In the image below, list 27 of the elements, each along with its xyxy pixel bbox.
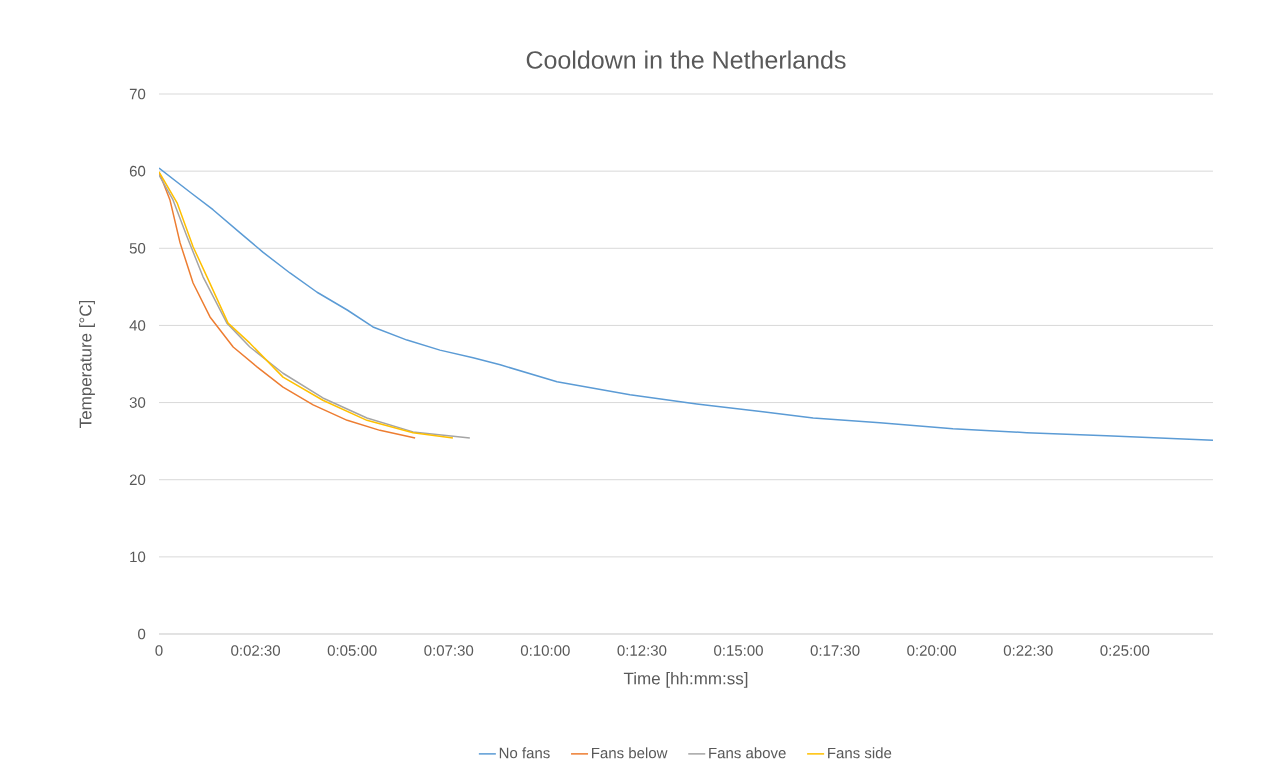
x-tick-label: 0:17:30 bbox=[810, 645, 860, 656]
x-tick-label: 0 bbox=[155, 645, 163, 656]
y-tick-label: 0 bbox=[138, 628, 146, 640]
x-axis-title: Time [hh:mm:ss] bbox=[623, 672, 748, 688]
x-tick-label: 0:12:30 bbox=[617, 645, 667, 656]
legend-label: Fans above bbox=[709, 747, 786, 759]
y-tick-label: 20 bbox=[129, 474, 146, 486]
x-tick-label: 0:05:00 bbox=[327, 645, 377, 656]
y-axis-title: Temperature [°C] bbox=[79, 300, 95, 428]
chart-title: Cooldown in the Netherlands bbox=[526, 50, 846, 69]
y-tick-label: 60 bbox=[129, 165, 146, 177]
x-tick-label: 0:07:30 bbox=[424, 645, 474, 656]
x-tick-label: 0:20:00 bbox=[907, 645, 957, 656]
x-tick-label: 0:02:30 bbox=[231, 645, 281, 656]
legend-label: Fans side bbox=[828, 747, 892, 759]
x-tick-label: 0:10:00 bbox=[520, 645, 570, 656]
x-tick-label: 0:25:00 bbox=[1100, 645, 1150, 656]
y-tick-label: 50 bbox=[129, 242, 146, 254]
y-tick-label: 70 bbox=[129, 88, 146, 100]
legend-label: Fans below bbox=[592, 747, 668, 759]
line-series bbox=[159, 167, 1213, 442]
legend-label: No fans bbox=[499, 747, 550, 759]
x-tick-label: 0:15:00 bbox=[714, 645, 763, 656]
y-tick-label: 30 bbox=[129, 397, 146, 408]
y-tick-label: 40 bbox=[129, 320, 146, 331]
x-tick-label: 0:22:30 bbox=[1003, 645, 1053, 656]
y-tick-label: 10 bbox=[130, 551, 146, 563]
